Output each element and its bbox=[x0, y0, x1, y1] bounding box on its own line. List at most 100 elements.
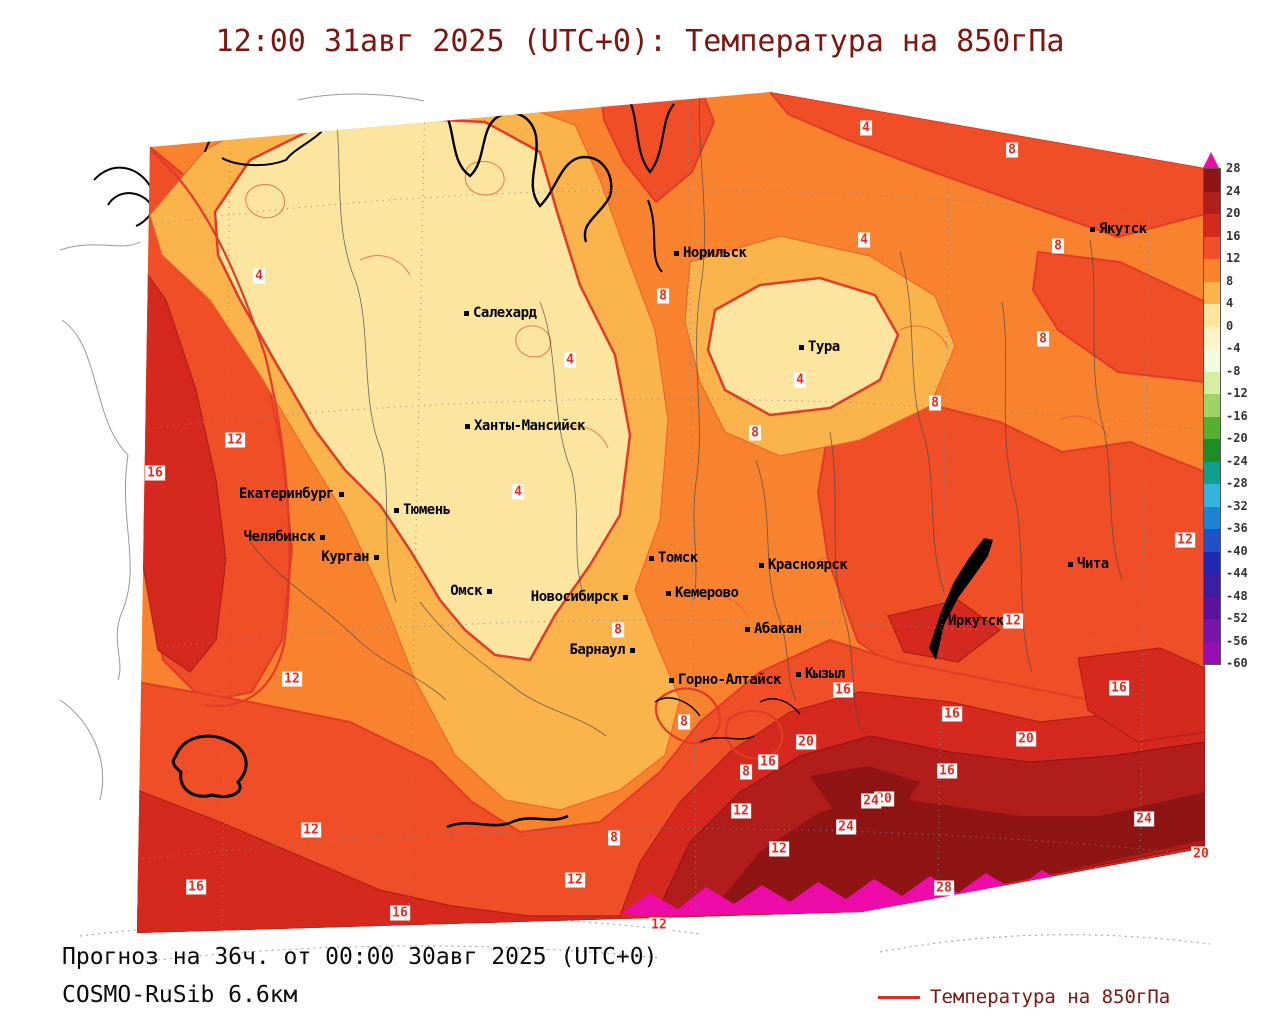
color-scale-tick-label: -32 bbox=[1226, 498, 1248, 513]
city-dot bbox=[394, 508, 399, 513]
contour-value-label: 12 bbox=[565, 872, 585, 888]
city-dot bbox=[623, 595, 628, 600]
contour-value-label: 8 bbox=[1037, 331, 1049, 347]
lake-baikal bbox=[929, 538, 993, 660]
color-scale-segment bbox=[1204, 439, 1220, 462]
city-label: Ханты-Мансийск bbox=[474, 418, 586, 434]
contour-value-label: 16 bbox=[145, 465, 165, 481]
forecast-info: Прогноз на 36ч. от 00:00 30авг 2025 (UTC… bbox=[62, 944, 658, 970]
color-scale-tick-label: -60 bbox=[1226, 656, 1248, 670]
contour-value-label: 16 bbox=[937, 763, 957, 779]
color-scale-tick-label: -36 bbox=[1226, 521, 1248, 535]
city-dot bbox=[799, 345, 804, 350]
city-label: Тюмень bbox=[403, 502, 451, 518]
contour-lines-thin bbox=[239, 161, 1109, 619]
contour-value-label: 12 bbox=[649, 917, 669, 933]
color-scale-segment bbox=[1204, 191, 1220, 214]
contour-value-label: 4 bbox=[512, 484, 524, 500]
city-dot bbox=[320, 535, 325, 540]
color-scale-tick-label: -40 bbox=[1226, 543, 1248, 558]
color-scale-tick-label: -56 bbox=[1226, 633, 1248, 648]
city-dot bbox=[674, 251, 679, 256]
color-scale-tick-label: -12 bbox=[1226, 386, 1248, 400]
band-28-region bbox=[622, 850, 1205, 916]
city-label: Барнаул bbox=[569, 642, 625, 658]
color-scale-segment bbox=[1204, 281, 1220, 304]
color-scale-tick-label: 0 bbox=[1226, 318, 1234, 333]
city-label: Томск bbox=[658, 550, 698, 566]
color-scale-segment bbox=[1204, 214, 1220, 237]
color-scale-segment bbox=[1204, 619, 1220, 642]
city-label: Екатеринбург bbox=[238, 486, 335, 502]
city-dot bbox=[630, 648, 635, 653]
color-scale-segment bbox=[1204, 461, 1220, 484]
contour-value-label: 8 bbox=[1052, 238, 1064, 254]
contour-value-label: 12 bbox=[1003, 613, 1023, 629]
color-scale-tick-label: 20 bbox=[1226, 206, 1241, 220]
contour-value-label: 20 bbox=[1191, 846, 1211, 862]
city-label: Кемерово bbox=[675, 585, 739, 601]
color-scale-tick-label: -48 bbox=[1226, 588, 1248, 603]
contour-value-label: 20 bbox=[796, 734, 816, 750]
contour-value-label: 12 bbox=[769, 841, 789, 857]
city-label: Новосибирск bbox=[530, 589, 619, 605]
color-scale-segment bbox=[1204, 371, 1220, 394]
contour-value-label: 16 bbox=[758, 754, 778, 770]
color-scale-segment bbox=[1204, 529, 1220, 552]
color-scale-segment bbox=[1204, 484, 1220, 507]
city-label: Горно-Алтайск bbox=[678, 672, 782, 688]
admin-borders-layer bbox=[249, 92, 1123, 737]
contour-value-label: 8 bbox=[929, 395, 941, 411]
city-label: Норильск bbox=[683, 245, 747, 261]
lake-outline bbox=[171, 734, 248, 798]
color-scale-segment bbox=[1204, 259, 1220, 282]
graticule-layer bbox=[137, 92, 1205, 933]
color-scale-segment bbox=[1204, 169, 1220, 192]
color-scale-tick-label: -24 bbox=[1226, 453, 1248, 468]
city-dot bbox=[487, 589, 492, 594]
city-dot bbox=[759, 563, 764, 568]
contour-value-label: 12 bbox=[225, 432, 245, 448]
color-scale-segment bbox=[1204, 574, 1220, 597]
legend-line bbox=[878, 995, 920, 999]
city-label: Чита bbox=[1077, 556, 1109, 572]
color-scale-segment bbox=[1204, 506, 1220, 529]
city-label: Иркутск bbox=[948, 613, 1004, 629]
city-dot bbox=[465, 424, 470, 429]
map-title: 12:00 31авг 2025 (UTC+0): Температура на… bbox=[215, 24, 1065, 59]
color-scale-tick-label: 16 bbox=[1226, 228, 1241, 243]
city-dot bbox=[745, 627, 750, 632]
city-label: Салехард bbox=[473, 305, 537, 321]
contour-value-label: 4 bbox=[858, 232, 870, 248]
color-scale-tick-label: 12 bbox=[1226, 251, 1241, 265]
contour-value-label: 4 bbox=[564, 352, 576, 368]
color-scale-tick-label: 8 bbox=[1226, 273, 1234, 288]
color-scale-arrow bbox=[1203, 152, 1219, 168]
contour-value-label: 4 bbox=[860, 120, 872, 136]
river-line bbox=[446, 814, 569, 829]
contour-value-label: 16 bbox=[942, 706, 962, 722]
city-dot bbox=[464, 311, 469, 316]
color-scale-bar bbox=[1203, 168, 1221, 665]
legend: Температура на 850гПа bbox=[878, 986, 1170, 1008]
legend-label: Температура на 850гПа bbox=[930, 986, 1171, 1008]
outside-borders-layer bbox=[59, 93, 425, 801]
color-scale-segment bbox=[1204, 326, 1220, 349]
color-scale-tick-label: 4 bbox=[1226, 296, 1234, 310]
city-label: Абакан bbox=[754, 621, 802, 637]
city-dot bbox=[339, 492, 344, 497]
color-scale-tick-label: 24 bbox=[1226, 183, 1241, 198]
city-dot bbox=[1090, 227, 1095, 232]
color-scale-tick-label: 28 bbox=[1226, 161, 1241, 175]
color-scale-tick-label: -28 bbox=[1226, 476, 1248, 490]
contour-value-label: 16 bbox=[1109, 680, 1129, 696]
color-scale-segment bbox=[1204, 236, 1220, 259]
color-scale-segment bbox=[1204, 416, 1220, 439]
color-scale-tick-label: -16 bbox=[1226, 408, 1248, 423]
model-info: COSMO-RuSib 6.6км bbox=[62, 982, 298, 1008]
contour-value-label: 20 bbox=[1016, 731, 1036, 747]
city-dot bbox=[374, 555, 379, 560]
color-scale-tick-label: -4 bbox=[1226, 341, 1241, 355]
